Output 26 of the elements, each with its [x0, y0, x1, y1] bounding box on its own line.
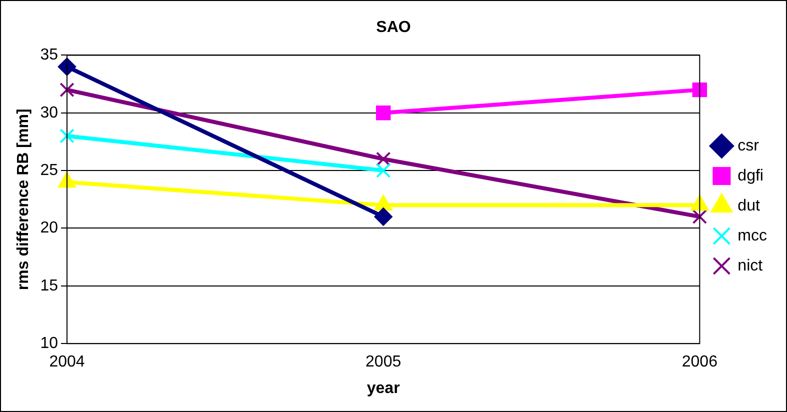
- point: [60, 82, 74, 98]
- point: [376, 106, 391, 120]
- y-tick-label: 15: [40, 277, 58, 294]
- point: [374, 208, 392, 226]
- point: [58, 58, 76, 76]
- y-tick-label: 20: [40, 220, 58, 237]
- legend-label: dgfi: [738, 167, 764, 184]
- point: [692, 82, 708, 98]
- chart-title: SAO: [376, 19, 411, 36]
- y-tick-label: 25: [40, 162, 58, 179]
- point: [692, 209, 708, 224]
- legend-label: nict: [738, 257, 764, 274]
- x-axis-title: year: [366, 380, 400, 397]
- y-tick-label: 35: [40, 46, 58, 64]
- y-axis-title: rms difference RB [mm]: [15, 108, 32, 290]
- point: [60, 128, 74, 144]
- x-tick-label: 2004: [49, 354, 85, 371]
- y-tick-label: 10: [40, 335, 58, 352]
- y-tick-label: 30: [40, 104, 58, 122]
- x-tick-label: 2006: [682, 354, 718, 371]
- legend-label: mcc: [738, 227, 767, 244]
- legend-label: dut: [738, 197, 760, 214]
- point: [376, 163, 391, 178]
- legend-label: csr: [738, 137, 760, 154]
- x-tick-label: 2005: [366, 354, 402, 371]
- point: [376, 152, 391, 166]
